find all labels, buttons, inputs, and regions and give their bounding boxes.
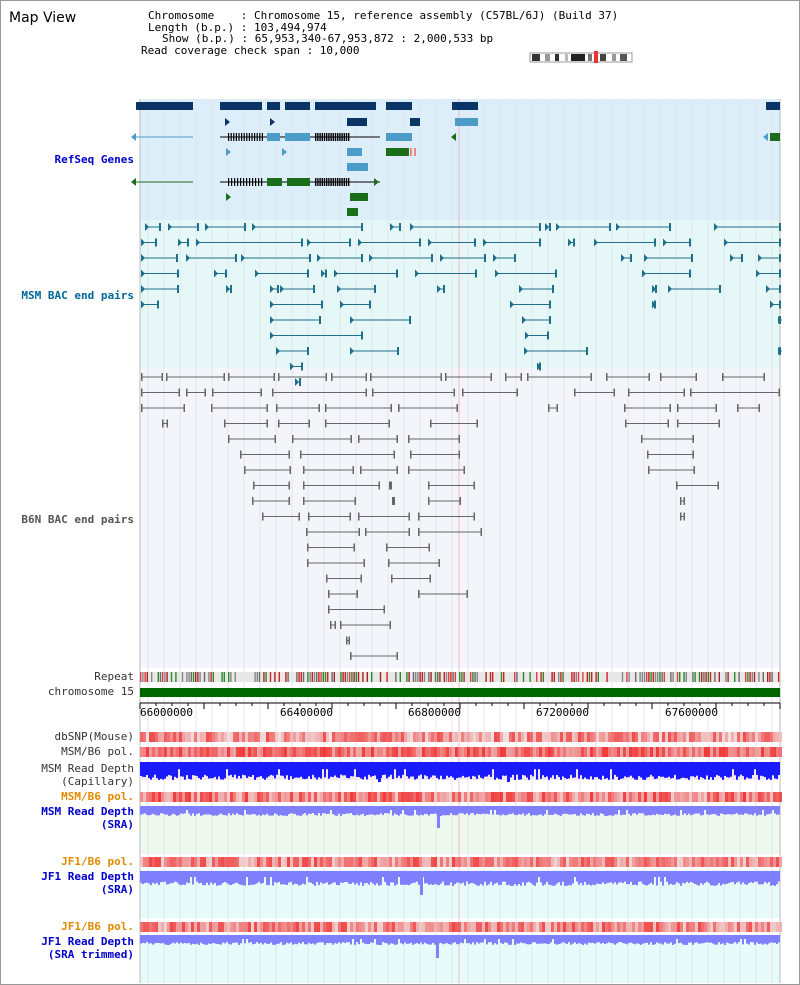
jf1-depth-sub: (SRA) <box>100 883 134 896</box>
msm-b6-pol-label: MSM/B6 pol. <box>61 745 134 758</box>
msm-depth-sra-label: MSM Read Depth <box>41 805 134 818</box>
repeat-label: Repeat <box>94 670 134 683</box>
length-info: Length (b.p.) : 103,494,974 <box>148 20 327 34</box>
msm-bac-label[interactable]: MSM BAC end pairs <box>21 289 134 302</box>
jf1-depth-label: JF1 Read Depth <box>41 870 134 883</box>
msm-b6-pol2-label: MSM/B6 pol. <box>61 790 134 803</box>
dbsnp-label: dbSNP(Mouse) <box>54 730 134 743</box>
b6n-bac-label[interactable]: B6N BAC end pairs <box>21 513 134 526</box>
axis-labels: 66000000 66400000 66800000 67200000 6760… <box>140 706 780 722</box>
jf1-pol-label: JF1/B6 pol. <box>61 855 134 868</box>
chromosome-info: Chromosome : Chromosome 15, reference as… <box>148 9 619 22</box>
msm-depth-cap-label: MSM Read Depth <box>41 762 134 775</box>
tick-label: 67200000 <box>536 706 589 719</box>
chromosome-label: chromosome 15 <box>47 685 134 698</box>
coverage-info: Read coverage check span : 10,000 <box>141 43 360 57</box>
jf1-depth2-sub: (SRA trimmed) <box>47 948 134 961</box>
tick-label: 66800000 <box>408 706 461 719</box>
tick-label: 67600000 <box>665 706 718 719</box>
jf1-depth2-label: JF1 Read Depth <box>41 935 134 948</box>
tick-label: 66000000 <box>140 706 193 719</box>
map-view-title: Map View <box>9 10 77 26</box>
show-info: Show (b.p.) : 65,953,340-67,953,872 : 2,… <box>162 32 494 45</box>
region-info: Chromosome : Chromosome 15, reference as… <box>141 9 619 56</box>
msm-depth-cap-sub: (Capillary) <box>61 775 134 788</box>
jf1-pol2-label: JF1/B6 pol. <box>61 920 134 933</box>
msm-depth-sra-sub: (SRA) <box>100 818 134 831</box>
tick-label: 66400000 <box>280 706 333 719</box>
refseq-genes-label[interactable]: RefSeq Genes <box>54 153 134 166</box>
